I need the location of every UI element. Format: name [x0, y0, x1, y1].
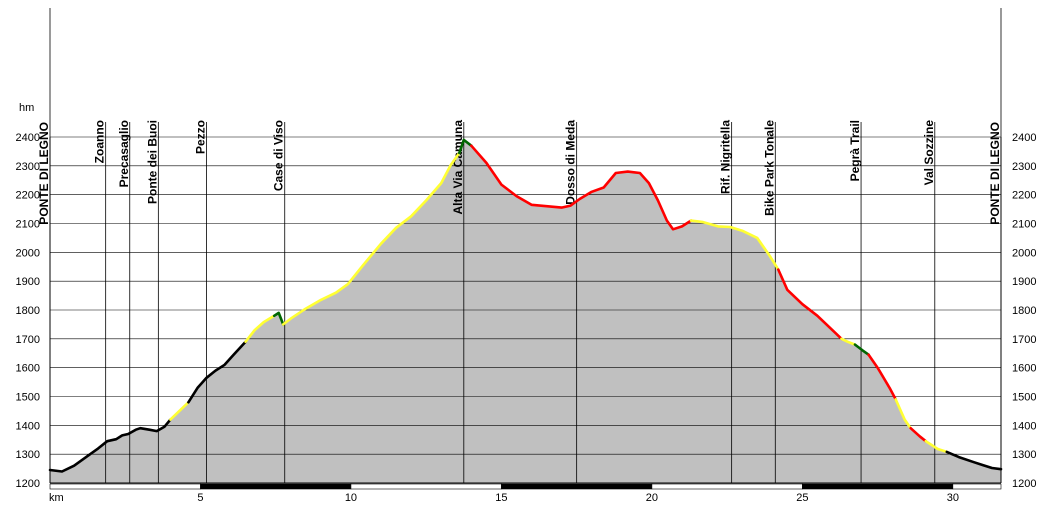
km-scale-bar-segment — [501, 483, 653, 490]
profile-segment-flat — [48, 418, 172, 473]
profile-segment-flat — [945, 450, 1003, 471]
waypoint-label: PONTE DI LEGNO — [37, 122, 51, 225]
waypoint-label: Pezzo — [193, 120, 207, 154]
waypoint-label: Alta Via Camuna — [451, 120, 465, 215]
y-tick-label-left: 1400 — [16, 420, 40, 432]
profile-segment-steep — [853, 343, 870, 357]
waypoint-label: Dosso di Meda — [564, 120, 578, 205]
profile-segment-medium — [469, 144, 693, 231]
waypoint-label: Precasaglio — [117, 120, 131, 187]
y-tick-label-right: 2000 — [1012, 247, 1036, 259]
km-scale-bar-segment — [200, 483, 352, 490]
grid-layer — [50, 136, 1001, 484]
y-tick-label-left: 1900 — [16, 276, 40, 288]
y-axis-label: hm — [19, 102, 34, 114]
x-tick-label: 20 — [646, 492, 658, 504]
profile-segment-medium — [909, 426, 928, 443]
y-tick-label-right: 1700 — [1012, 334, 1036, 346]
waypoint-label: Rif. Nigritella — [719, 120, 733, 194]
elevation-area — [50, 139, 1001, 483]
km-scale-bar-segment — [49, 483, 201, 490]
y-tick-label-right: 1600 — [1012, 363, 1036, 375]
profile-segment-easy — [244, 314, 276, 344]
y-tick-label-right: 1900 — [1012, 276, 1036, 288]
y-tick-label-right: 1500 — [1012, 392, 1036, 404]
profile-segment-easy — [689, 219, 780, 271]
y-tick-label-right: 2100 — [1012, 219, 1036, 231]
label-layer: hm km — [19, 102, 64, 504]
profile-segment-steep — [272, 311, 285, 326]
y-tick-label-right: 1800 — [1012, 305, 1036, 317]
profile-segment-medium — [776, 268, 843, 341]
area-layer — [50, 139, 1001, 483]
waypoint-label: Zoanno — [93, 120, 107, 163]
x-tick-label: 25 — [796, 492, 808, 504]
profile-segment-easy — [924, 439, 949, 454]
y-tick-label-left: 1200 — [16, 478, 40, 490]
y-tick-label-left: 1300 — [16, 449, 40, 461]
km-scale-bar-segment — [651, 483, 803, 490]
y-tick-label-right: 1300 — [1012, 449, 1036, 461]
waypoint-label: Case di Viso — [272, 120, 286, 191]
profile-segment-medium — [867, 353, 898, 401]
y-tick-label-left: 1800 — [16, 305, 40, 317]
x-tick-label: 10 — [345, 492, 357, 504]
km-scale-bar-segment — [350, 483, 502, 490]
y-tick-label-left: 1600 — [16, 363, 40, 375]
x-axis-label: km — [49, 492, 64, 504]
waypoint-label: Pegrà Trail — [848, 120, 862, 181]
waypoint-label: PONTE DI LEGNO — [988, 122, 1002, 225]
line-layer — [48, 138, 1003, 473]
profile-segment-easy — [840, 337, 857, 346]
y-tick-label-left: 2000 — [16, 247, 40, 259]
y-tick-label-left: 1500 — [16, 392, 40, 404]
profile-segment-easy — [281, 151, 461, 326]
profile-segment-easy — [169, 400, 190, 421]
axis-layer: 1200 1200 1300 1300 1400 1400 1500 1500 1600 1600… — [16, 132, 1037, 504]
waypoint-label: Val Sozzine — [922, 120, 936, 186]
profile-segment-easy — [894, 398, 913, 430]
km-scale-bar-segment — [952, 483, 1002, 490]
y-tick-label-left: 1700 — [16, 334, 40, 346]
x-tick-label: 30 — [947, 492, 959, 504]
y-tick-label-right: 1200 — [1012, 478, 1036, 490]
y-tick-label-right: 2300 — [1012, 161, 1036, 173]
y-tick-label-left: 2300 — [16, 161, 40, 173]
y-tick-label-right: 2400 — [1012, 132, 1036, 144]
km-scale-bar-segment — [802, 483, 954, 490]
y-tick-label-right: 2200 — [1012, 190, 1036, 202]
y-tick-label-left: 2200 — [16, 190, 40, 202]
profile-segment-flat — [187, 340, 247, 404]
x-tick-label: 15 — [495, 492, 507, 504]
y-tick-label-right: 1400 — [1012, 420, 1036, 432]
x-tick-label: 5 — [197, 492, 203, 504]
waypoint-label: Ponte dei Buoi — [145, 120, 159, 204]
y-tick-label-left: 2400 — [16, 132, 40, 144]
waypoint-label: Bike Park Tonale — [762, 120, 776, 216]
profile-segment-steep — [457, 138, 473, 155]
y-tick-label-left: 2100 — [16, 219, 40, 231]
